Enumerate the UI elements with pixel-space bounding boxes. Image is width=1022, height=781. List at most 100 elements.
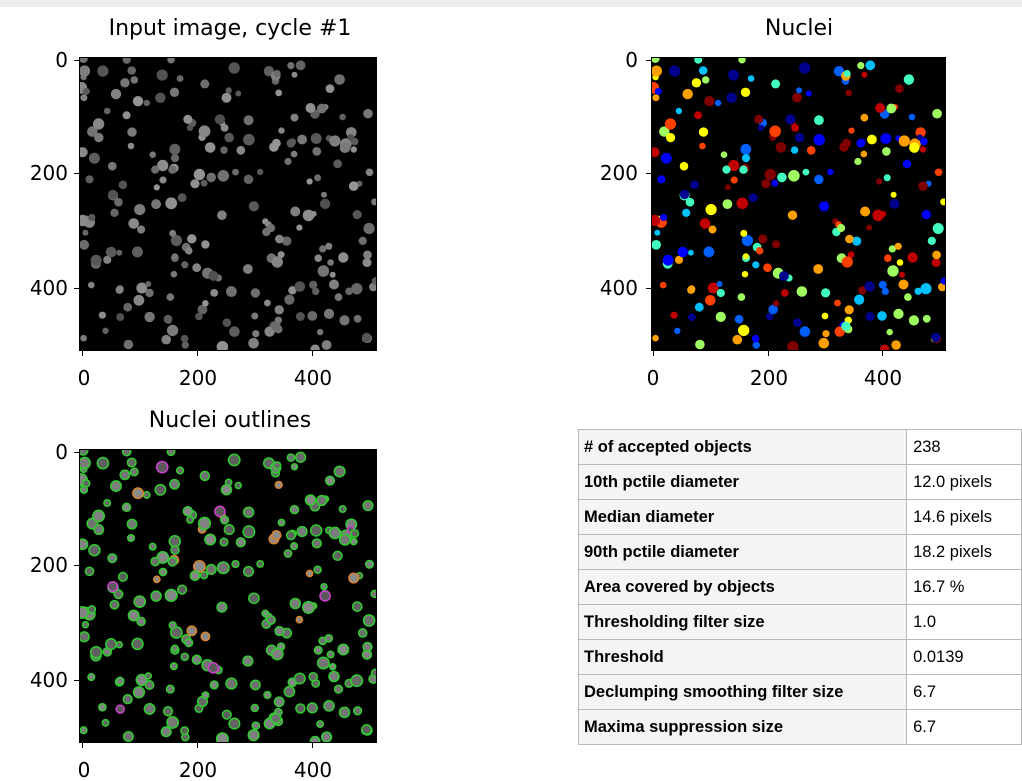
outlines-xtick-mark: [197, 742, 198, 748]
nucleus-blob: [921, 210, 931, 220]
nucleus-blob: [821, 288, 831, 298]
nucleus-blob: [351, 283, 363, 295]
nucleus-blob: [371, 277, 376, 285]
nucleus-blob: [288, 286, 297, 295]
nucleus-blob: [895, 84, 904, 93]
nucleus-blob: [845, 89, 853, 97]
nucleus-blob: [89, 646, 103, 659]
nucleus-blob: [228, 717, 241, 730]
nucleus-blob: [162, 706, 174, 717]
nucleus-blob: [242, 655, 254, 667]
nucleus-blob: [248, 337, 259, 349]
nuclei-xtick-400: 400: [863, 366, 903, 390]
nucleus-blob: [652, 58, 660, 63]
table-row: # of accepted objects 238: [577, 429, 1022, 465]
nucleus-blob: [277, 518, 286, 527]
nucleus-blob: [679, 161, 689, 171]
nucleus-blob: [170, 154, 180, 163]
nucleus-blob: [81, 620, 90, 629]
nucleus-blob: [257, 168, 264, 176]
nucleus-blob: [167, 556, 178, 567]
nucleus-blob: [215, 732, 229, 742]
nucleus-blob: [708, 225, 717, 234]
nucleus-blob: [333, 684, 344, 694]
nucleus-blob: [321, 340, 332, 350]
table-row: Declumping smoothing filter size 6.7: [577, 674, 1022, 710]
nucleus-blob: [314, 254, 322, 262]
nucleus-blob: [271, 256, 283, 268]
nucleus-blob: [294, 451, 307, 463]
nucleus-blob: [908, 113, 916, 121]
nucleus-blob: [122, 58, 131, 64]
nucleus-blob: [319, 245, 327, 253]
nucleus-blob: [323, 700, 335, 712]
nucleus-blob: [878, 280, 887, 289]
nucleus-blob: [362, 500, 374, 512]
nucleus-blob: [127, 66, 136, 75]
nucleus-blob: [841, 256, 853, 268]
nucleus-blob: [791, 124, 800, 132]
nucleus-blob: [271, 530, 282, 541]
nucleus-blob: [199, 570, 209, 580]
nucleus-blob: [263, 690, 272, 700]
nucleus-blob: [362, 258, 372, 268]
nucleus-blob: [169, 229, 177, 237]
nuclei-image-canvas: [652, 58, 945, 350]
nucleus-blob: [123, 339, 134, 350]
nucleus-blob: [275, 89, 283, 97]
nucleus-blob: [180, 652, 190, 662]
nucleus-blob: [197, 304, 208, 315]
nucleus-blob: [217, 170, 230, 182]
nucleus-blob: [222, 318, 232, 328]
measurement-value: 0.0139: [906, 639, 1022, 675]
nucleus-blob: [845, 234, 854, 244]
nucleus-blob: [837, 224, 846, 232]
input-ytick-mark: [74, 173, 80, 174]
measurements-table: # of accepted objects 238 10th pctile diam…: [577, 429, 1022, 745]
table-row: Median diameter 14.6 pixels: [577, 499, 1022, 535]
outlines-ytick-mark: [74, 452, 80, 453]
nucleus-blob: [289, 504, 300, 515]
nuclei-ytick-200: 200: [599, 161, 638, 185]
nucleus-blob: [92, 118, 105, 130]
nucleus-blob: [151, 165, 160, 174]
nucleus-blob: [148, 542, 157, 551]
nucleus-blob: [806, 146, 816, 155]
nucleus-blob: [694, 302, 704, 312]
nucleus-blob: [860, 113, 869, 122]
nucleus-blob: [231, 559, 240, 569]
nucleus-blob: [728, 159, 740, 172]
nucleus-blob: [893, 308, 904, 319]
nucleus-blob: [171, 253, 178, 260]
nucleus-blob: [130, 76, 139, 84]
nucleus-blob: [243, 133, 255, 146]
nucleus-blob: [191, 654, 202, 665]
table-row: 90th pctile diameter 18.2 pixels: [577, 534, 1022, 570]
nucleus-blob: [904, 293, 912, 301]
nucleus-blob: [312, 147, 322, 156]
nucleus-blob: [652, 94, 660, 102]
nucleus-blob: [126, 457, 137, 468]
nucleus-blob: [290, 206, 301, 217]
nucleus-blob: [752, 341, 760, 349]
nucleus-blob: [309, 280, 318, 289]
nucleus-blob: [242, 506, 255, 518]
nucleus-blob: [250, 703, 260, 713]
outlines-xtick-200: 200: [178, 758, 218, 781]
nucleus-blob: [333, 159, 342, 169]
nucleus-blob: [908, 315, 919, 326]
nucleus-blob: [156, 69, 168, 81]
nucleus-blob: [761, 179, 771, 189]
table-row: Thresholding filter size 1.0: [577, 604, 1022, 640]
nucleus-blob: [117, 571, 128, 582]
nucleus-blob: [186, 124, 194, 131]
nucleus-blob: [169, 143, 181, 155]
nucleus-blob: [727, 69, 739, 81]
nucleus-blob: [108, 189, 118, 200]
nucleus-blob: [249, 679, 261, 691]
nucleus-blob: [301, 600, 316, 614]
nucleus-blob: [247, 729, 260, 742]
nucleus-blob: [80, 538, 89, 551]
nucleus-blob: [273, 69, 281, 78]
nucleus-blob: [232, 168, 239, 176]
